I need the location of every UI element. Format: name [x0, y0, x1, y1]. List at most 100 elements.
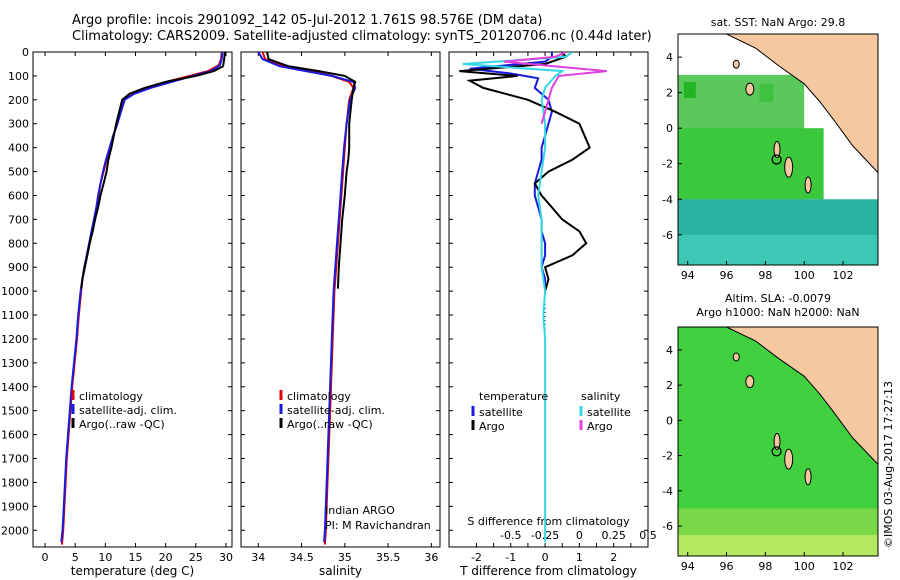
island [732, 59, 740, 69]
sla-field [678, 534, 878, 556]
x-tick-label: -1 [505, 551, 516, 564]
depth-tick-label: 1600 [1, 429, 29, 442]
legend-label: Argo [479, 420, 505, 433]
sst-field [759, 83, 774, 102]
depth-tick-label: 1300 [1, 357, 29, 370]
x2-tick-label: 0 [576, 529, 583, 542]
salinity-frame [240, 51, 441, 548]
island [773, 141, 781, 158]
depth-tick-label: 2000 [1, 524, 29, 537]
sla-map-title-2: Argo h1000: NaN h2000: NaN [696, 306, 859, 319]
island [804, 176, 812, 194]
depth-tick-label: 1000 [1, 285, 29, 298]
island [784, 448, 794, 470]
map-x-tick-label: 98 [758, 269, 772, 282]
land-sumatra [726, 34, 878, 174]
map-y-tick-label: -6 [662, 520, 673, 533]
legend-group-salinity: salinity [581, 390, 621, 403]
legend-label: Argo(..raw -QC) [79, 418, 165, 431]
x2-tick-label: 0.25 [601, 529, 626, 542]
temperature-frame [32, 51, 233, 548]
depth-tick-label: 500 [8, 166, 29, 179]
difference-series-argo [503, 52, 607, 124]
map-x-tick-label: 98 [758, 560, 772, 573]
legend-label: climatology [287, 390, 351, 403]
depth-tick-label: 1500 [1, 405, 29, 418]
x-tick-label: 25 [189, 551, 203, 564]
x-tick-label: 20 [159, 551, 173, 564]
sst-field [678, 128, 824, 200]
argo-position-marker [771, 446, 782, 457]
difference-series-satellite [462, 52, 574, 543]
x2-tick-label: -0.5 [500, 529, 521, 542]
map-y-tick-label: 0 [666, 414, 673, 427]
x-tick-label: 0 [42, 551, 49, 564]
x-tick-label: 35.5 [376, 551, 401, 564]
depth-tick-label: 200 [8, 94, 29, 107]
depth-tick-label: 1400 [1, 381, 29, 394]
salinity-series-satellite-adj-clim- [257, 52, 357, 543]
depth-tick-label: 300 [8, 118, 29, 131]
credit-stamp: ©IMOS 03-Aug-2017 17:27:13 [882, 381, 895, 548]
x-tick-label: 35 [338, 551, 352, 564]
map-y-tick-label: -6 [662, 229, 673, 242]
depth-tick-label: 1100 [1, 309, 29, 322]
map-y-tick-label: 4 [666, 344, 673, 357]
island [784, 156, 794, 178]
annotation-text: PI: M Ravichandran [325, 519, 431, 532]
sla-map-content [678, 327, 878, 556]
salinity-xlabel: salinity [319, 564, 362, 578]
legend-group-temperature: temperature [479, 390, 548, 403]
x-tick-label: -2 [471, 551, 482, 564]
legend-label: climatology [79, 390, 143, 403]
island [745, 375, 755, 389]
map-x-tick-label: 94 [681, 269, 695, 282]
legend-label: satellite [479, 406, 523, 419]
salinity-series-argo-raw-qc- [266, 52, 357, 289]
x2-tick-label: 0.5 [639, 529, 657, 542]
difference-series-argo [459, 52, 591, 292]
temperature-xlabel: temperature (deg C) [71, 564, 194, 578]
map-y-tick-label: -4 [662, 193, 673, 206]
legend-label: Argo [587, 420, 613, 433]
island [773, 433, 781, 450]
x-tick-label: 34.5 [289, 551, 314, 564]
difference-frame [448, 51, 649, 548]
sst-field [683, 81, 696, 98]
sst-map-content [678, 34, 878, 265]
legend-label: Argo(..raw -QC) [287, 418, 373, 431]
x-tick-label: 34 [251, 551, 265, 564]
legend-label: satellite-adj. clim. [287, 404, 385, 417]
x-tick-label: 1 [576, 551, 583, 564]
difference-panel: -2 -1 0 1 2T difference from climatology -0.5… [448, 51, 657, 578]
map-x-tick-label: 96 [720, 560, 734, 573]
map-x-tick-label: 100 [794, 560, 815, 573]
x-tick-label: 30 [219, 551, 233, 564]
sla-map-title-1: Altim. SLA: -0.0079 [725, 292, 831, 305]
depth-tick-label: 700 [8, 213, 29, 226]
sst-map-frame [677, 33, 879, 266]
depth-tick-label: 1900 [1, 500, 29, 513]
x-tick-label: 36 [424, 551, 438, 564]
legend-label: satellite-adj. clim. [79, 404, 177, 417]
sla-map: 94 96 98 100 102 4 2 0 -2 -4 -6 Altim. SLA: -0.0079… [662, 292, 879, 573]
x-tick-label: 15 [129, 551, 143, 564]
island [745, 82, 755, 96]
map-y-tick-label: 0 [666, 122, 673, 135]
annotation-text: Indian ARGO [325, 504, 395, 517]
map-x-tick-label: 96 [720, 269, 734, 282]
sla-map-frame [677, 326, 879, 557]
temperature-panel: 0100200300400500600700800900100011001200… [1, 46, 233, 578]
salinity-panel: 34 34.5 35 35.5 36 salinity climatologysatelli… [240, 51, 441, 578]
map-y-tick-label: 2 [666, 87, 673, 100]
island [732, 352, 740, 362]
map-y-tick-label: -2 [662, 450, 673, 463]
sst-field [678, 234, 878, 265]
map-x-tick-label: 102 [833, 269, 854, 282]
depth-tick-label: 1200 [1, 333, 29, 346]
map-x-tick-label: 102 [833, 560, 854, 573]
figure-title-line-1: Argo profile: incois 2901092_142 05-Jul-… [72, 13, 543, 28]
depth-tick-label: 600 [8, 189, 29, 202]
